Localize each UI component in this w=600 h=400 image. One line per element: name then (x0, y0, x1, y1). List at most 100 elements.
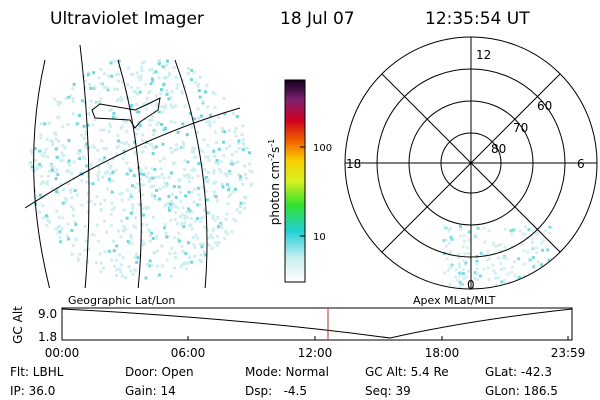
speckle (103, 249, 107, 253)
speckle (233, 161, 237, 165)
speckle (139, 172, 143, 176)
speckle (145, 263, 149, 267)
speckle (142, 183, 146, 187)
speckle (36, 165, 40, 169)
speckle (83, 248, 87, 252)
speckle (190, 125, 194, 129)
speckle (141, 61, 145, 65)
speckle (194, 155, 198, 159)
speckle (197, 82, 201, 86)
speckle (127, 265, 131, 269)
speckle (135, 103, 139, 107)
speckle (43, 151, 47, 155)
speckle (41, 204, 45, 208)
speckle (187, 241, 191, 245)
speckle (56, 173, 60, 177)
speckle (206, 236, 210, 240)
speckle (159, 92, 163, 96)
speckle (60, 227, 64, 231)
speckle (150, 167, 154, 171)
speckle (213, 155, 217, 159)
speckle (28, 161, 32, 165)
speckle (85, 164, 89, 168)
speckle (175, 222, 179, 226)
speckle (164, 104, 168, 108)
speckle (219, 170, 223, 174)
speckle (121, 157, 125, 161)
speckle (111, 179, 115, 183)
altitude-x-tick-label: 18:00 (425, 346, 460, 360)
speckle (96, 174, 100, 178)
speckle (95, 195, 99, 199)
speckle (151, 176, 155, 180)
speckle (497, 244, 501, 248)
speckle (188, 255, 192, 259)
speckle (86, 123, 90, 127)
speckle (102, 147, 106, 151)
speckle (39, 136, 43, 140)
speckle (233, 130, 237, 134)
speckle (183, 174, 187, 178)
speckle (513, 274, 517, 278)
speckle (187, 190, 191, 194)
speckle (525, 288, 529, 289)
speckle (112, 239, 116, 243)
speckle (170, 171, 174, 175)
speckle (182, 262, 186, 266)
speckle (201, 215, 205, 219)
speckle (136, 110, 140, 114)
speckle (90, 233, 94, 237)
speckle (202, 100, 206, 104)
speckle (72, 214, 76, 218)
speckle (118, 192, 122, 196)
speckle (74, 238, 78, 242)
speckle (228, 185, 232, 189)
speckle (213, 218, 217, 222)
speckle (48, 169, 52, 173)
status-field: Flt: LBHL (10, 365, 64, 379)
geographic-image (25, 44, 254, 288)
speckle (190, 168, 194, 172)
speckle (227, 188, 231, 192)
speckle (73, 220, 77, 224)
speckle (151, 79, 155, 83)
speckle (148, 142, 152, 146)
speckle (109, 224, 113, 228)
speckle (208, 211, 212, 215)
speckle (121, 274, 125, 278)
speckle (211, 90, 215, 94)
speckle (221, 185, 225, 189)
speckle (51, 143, 55, 147)
altitude-y-tick: 1.8 (38, 330, 57, 344)
speckle (204, 120, 208, 124)
speckle (58, 224, 62, 228)
speckle (201, 184, 205, 188)
speckle (228, 172, 232, 176)
speckle (89, 99, 93, 103)
speckle (115, 99, 119, 103)
speckle (180, 213, 184, 217)
speckle (150, 67, 154, 71)
speckle (225, 212, 229, 216)
speckle (104, 230, 108, 234)
speckle (155, 264, 159, 268)
speckle (210, 246, 214, 250)
speckle (442, 238, 446, 242)
speckle (188, 111, 192, 115)
speckle (150, 192, 154, 196)
speckle (141, 207, 145, 211)
date: 18 Jul 07 (280, 9, 355, 29)
speckle (450, 263, 454, 267)
speckle (107, 249, 111, 253)
speckle (139, 74, 143, 78)
speckle (448, 226, 452, 230)
speckle (33, 168, 37, 172)
speckle (168, 208, 172, 212)
speckle (532, 274, 536, 278)
speckle (532, 265, 536, 269)
speckle (70, 196, 74, 200)
speckle (181, 250, 185, 254)
speckle (238, 210, 242, 214)
speckle (76, 193, 80, 197)
speckle (123, 276, 127, 280)
